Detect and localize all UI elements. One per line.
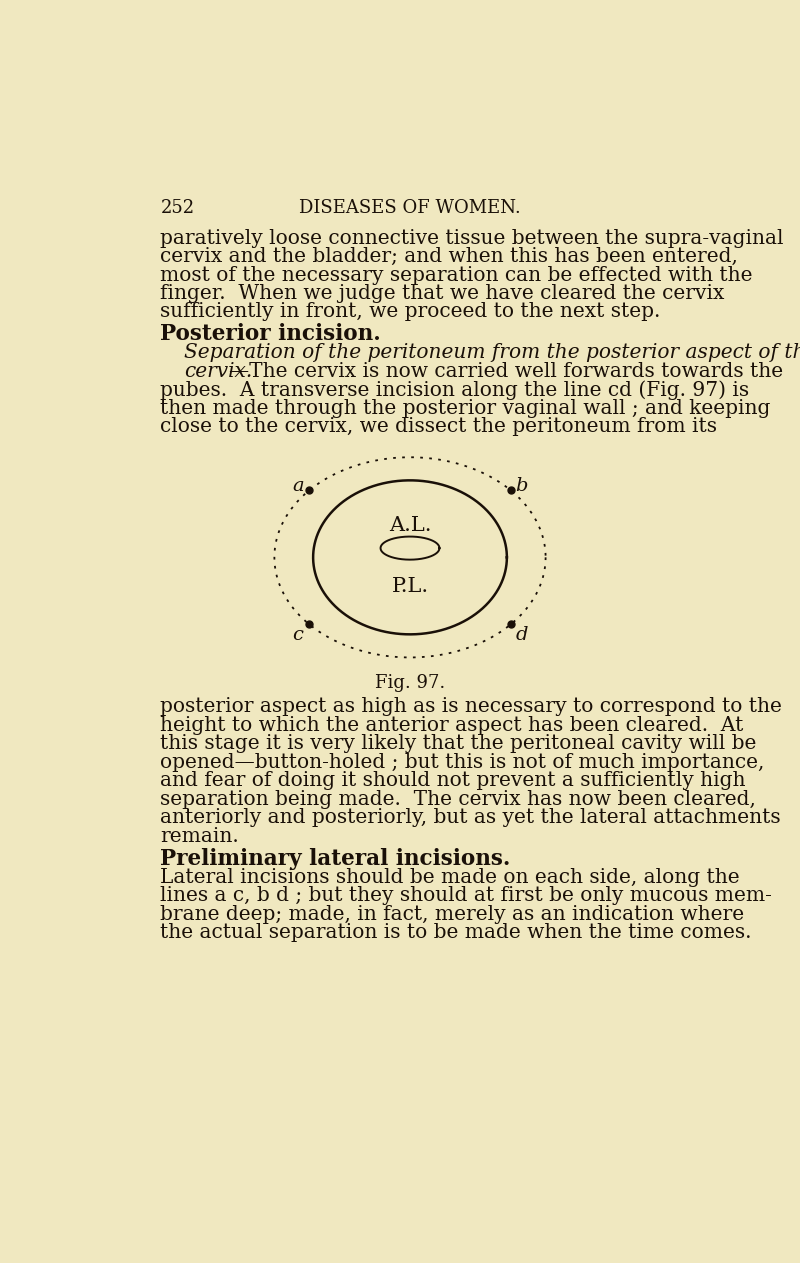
Text: posterior aspect as high as is necessary to correspond to the: posterior aspect as high as is necessary… bbox=[161, 697, 782, 716]
Text: the actual separation is to be made when the time comes.: the actual separation is to be made when… bbox=[161, 923, 752, 942]
Text: P.L.: P.L. bbox=[391, 577, 429, 596]
Text: A.L.: A.L. bbox=[389, 515, 431, 534]
Text: Separation of the peritoneum from the posterior aspect of the: Separation of the peritoneum from the po… bbox=[184, 344, 800, 362]
Text: paratively loose connective tissue between the supra-vaginal: paratively loose connective tissue betwe… bbox=[161, 229, 784, 248]
Text: height to which the anterior aspect has been cleared.  At: height to which the anterior aspect has … bbox=[161, 716, 744, 735]
Text: brane deep; made, in fact, merely as an indication where: brane deep; made, in fact, merely as an … bbox=[161, 904, 745, 923]
Text: Fig. 97.: Fig. 97. bbox=[375, 674, 445, 692]
Text: close to the cervix, we dissect the peritoneum from its: close to the cervix, we dissect the peri… bbox=[161, 417, 718, 436]
Text: cervix.: cervix. bbox=[184, 361, 252, 380]
Text: sufficiently in front, we proceed to the next step.: sufficiently in front, we proceed to the… bbox=[161, 302, 661, 322]
Text: finger.  When we judge that we have cleared the cervix: finger. When we judge that we have clear… bbox=[161, 284, 725, 303]
Text: opened—button-holed ; but this is not of much importance,: opened—button-holed ; but this is not of… bbox=[161, 753, 765, 772]
Text: Preliminary lateral incisions.: Preliminary lateral incisions. bbox=[161, 847, 511, 870]
Text: lines a c, b d ; but they should at first be only mucous mem-: lines a c, b d ; but they should at firs… bbox=[161, 887, 772, 906]
Text: b: b bbox=[515, 476, 528, 495]
Text: then made through the posterior vaginal wall ; and keeping: then made through the posterior vaginal … bbox=[161, 399, 771, 418]
Text: DISEASES OF WOMEN.: DISEASES OF WOMEN. bbox=[299, 200, 521, 217]
Text: separation being made.  The cervix has now been cleared,: separation being made. The cervix has no… bbox=[161, 789, 756, 808]
Text: Posterior incision.: Posterior incision. bbox=[161, 323, 381, 345]
Text: and fear of doing it should not prevent a sufficiently high: and fear of doing it should not prevent … bbox=[161, 772, 746, 791]
Text: a: a bbox=[292, 476, 304, 495]
Text: this stage it is very likely that the peritoneal cavity will be: this stage it is very likely that the pe… bbox=[161, 735, 757, 754]
Text: d: d bbox=[515, 626, 528, 644]
Text: remain.: remain. bbox=[161, 827, 239, 846]
Text: most of the necessary separation can be effected with the: most of the necessary separation can be … bbox=[161, 265, 753, 284]
Text: Lateral incisions should be made on each side, along the: Lateral incisions should be made on each… bbox=[161, 868, 740, 887]
Text: —The cervix is now carried well forwards towards the: —The cervix is now carried well forwards… bbox=[229, 361, 782, 380]
Text: anteriorly and posteriorly, but as yet the lateral attachments: anteriorly and posteriorly, but as yet t… bbox=[161, 808, 781, 827]
Text: 252: 252 bbox=[161, 200, 194, 217]
Text: c: c bbox=[292, 626, 303, 644]
Text: cervix and the bladder; and when this has been entered,: cervix and the bladder; and when this ha… bbox=[161, 248, 738, 266]
Text: pubes.  A transverse incision along the line cd (Fig. 97) is: pubes. A transverse incision along the l… bbox=[161, 380, 750, 400]
